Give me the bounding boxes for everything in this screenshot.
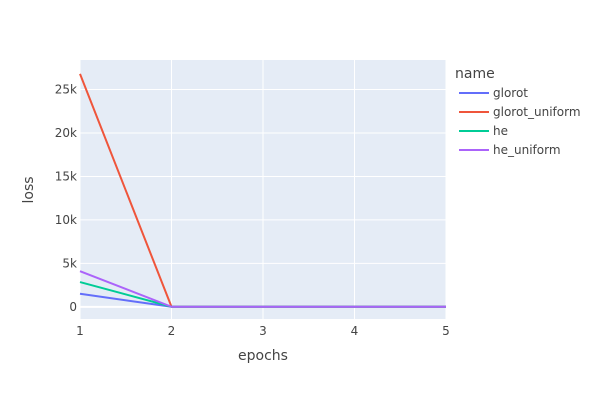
x-tick-label: 4 <box>351 324 359 338</box>
legend-label: glorot_uniform <box>493 105 581 119</box>
x-axis-title: epochs <box>238 348 288 364</box>
series-lines <box>79 73 446 308</box>
x-tick-label: 3 <box>259 324 267 338</box>
legend-title: name <box>455 66 495 82</box>
legend-label: he_uniform <box>493 143 561 157</box>
x-tick-label: 1 <box>76 324 84 338</box>
x-tick-label: 5 <box>442 324 450 338</box>
y-tick-label: 10k <box>55 213 77 227</box>
y-tick-label: 0 <box>69 300 77 314</box>
y-axis-title: loss <box>21 176 37 203</box>
y-tick-label: 25k <box>55 83 77 97</box>
series-line-he-uniform <box>79 270 446 308</box>
tick-labels: 1 2 3 4 5 0 5k 10k 15k 20k 25k <box>55 83 450 338</box>
legend-label: he <box>493 124 508 138</box>
y-tick-label: 5k <box>62 256 77 270</box>
x-tick-label: 2 <box>168 324 176 338</box>
y-tick-label: 15k <box>55 169 77 183</box>
y-tick-label: 20k <box>55 126 77 140</box>
legend-label: glorot <box>493 86 528 100</box>
